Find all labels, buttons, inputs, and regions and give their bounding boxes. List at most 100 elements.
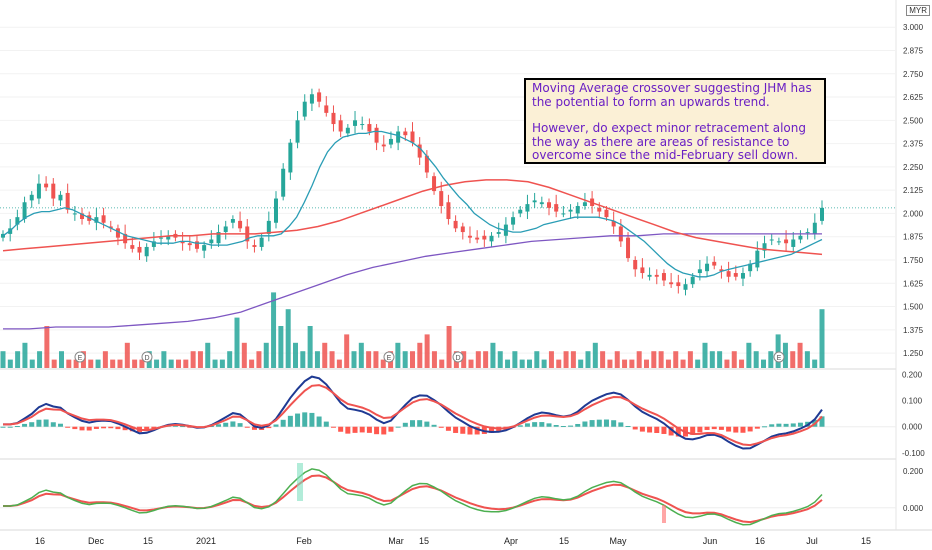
candle-body	[180, 241, 185, 244]
volume-bar	[490, 342, 496, 368]
volume-bar	[51, 359, 57, 368]
macd-histogram-bar	[410, 420, 415, 427]
candle-body	[647, 274, 652, 277]
candle-body	[733, 273, 738, 277]
volume-bar	[753, 351, 759, 368]
volume-bar	[541, 359, 547, 368]
macd-histogram-bar	[172, 425, 178, 427]
candle-body	[94, 217, 99, 223]
event-marker	[141, 351, 153, 363]
candle-body	[115, 228, 120, 238]
time-tick-label: Dec	[88, 536, 105, 546]
time-tick-label: May	[609, 536, 627, 546]
candle-body	[424, 155, 429, 173]
candle-body	[159, 237, 164, 239]
event-marker-label: D	[144, 355, 149, 362]
candle-body	[144, 246, 149, 257]
candle-body	[29, 194, 34, 201]
volume-bar	[161, 351, 167, 368]
macd-histogram-bar	[625, 426, 631, 428]
macd-histogram-bar	[632, 426, 638, 430]
time-tick-label: 15	[861, 536, 871, 546]
macd-histogram-bar	[797, 422, 803, 427]
volume-bar	[139, 359, 145, 368]
volume-bar	[124, 342, 130, 368]
candle-body	[726, 271, 731, 277]
candle-body	[683, 284, 688, 290]
candle-body	[302, 101, 307, 117]
candle-body	[187, 243, 192, 246]
macd-histogram-bar	[72, 426, 78, 430]
volume-bar	[600, 351, 606, 368]
volume-bar	[629, 359, 635, 368]
volume-bar	[7, 359, 13, 368]
macd-histogram-bar	[776, 423, 782, 427]
volume-bar	[154, 359, 160, 368]
candle-body	[525, 204, 530, 212]
volume-bar	[249, 359, 255, 368]
candle-body	[65, 192, 70, 210]
volume-bar	[271, 292, 277, 368]
candle-body	[769, 239, 774, 241]
macd-tick-label: 0.100	[902, 397, 923, 406]
volume-bar	[431, 351, 437, 368]
price-tick-label: 2.375	[903, 140, 924, 149]
candle-body	[762, 243, 767, 251]
time-tick-label: Apr	[504, 536, 518, 546]
time-tick-label: 15	[419, 536, 429, 546]
volume-bar	[227, 351, 233, 368]
macd-histogram-bar	[690, 426, 696, 435]
volume-bar	[15, 351, 21, 368]
macd-histogram-bar	[323, 421, 329, 427]
candle-body	[22, 202, 27, 220]
macd-histogram-bar	[790, 423, 796, 427]
candle-body	[295, 120, 300, 143]
candle-body	[216, 232, 221, 244]
macd-histogram-bar	[618, 422, 624, 427]
macd-histogram-bar	[22, 423, 28, 427]
time-tick-label: Mar	[388, 536, 404, 546]
event-marker	[452, 351, 464, 363]
candle-body	[130, 245, 135, 249]
macd-histogram-bar	[453, 426, 459, 433]
volume-bar	[790, 351, 796, 368]
volume-bar	[761, 359, 766, 368]
volume-bar	[29, 359, 35, 368]
macd-tick-label: 0.200	[902, 371, 923, 380]
candle-body	[705, 263, 710, 272]
macd-histogram-bar	[769, 424, 775, 427]
volume-bar	[717, 351, 723, 368]
price-tick-label: 1.875	[903, 233, 924, 242]
annotation-line-1: Moving Average crossover suggesting JHM …	[532, 81, 812, 109]
macd-histogram-bar	[661, 426, 667, 434]
macd-histogram-bar	[273, 424, 279, 427]
candle-body	[388, 138, 393, 145]
macd-histogram-bar	[445, 426, 451, 431]
volume-bar	[644, 359, 649, 368]
volume-bar	[695, 359, 701, 368]
price-tick-label: 2.125	[903, 186, 924, 195]
price-tick-label: 1.500	[903, 303, 924, 312]
volume-bar	[95, 359, 101, 368]
macd-histogram-bar	[395, 426, 401, 428]
volume-bar	[556, 359, 562, 368]
volume-bar	[285, 309, 291, 368]
time-tick-label: 16	[755, 536, 765, 546]
macd-histogram-bar	[783, 423, 789, 427]
volume-bar	[658, 351, 664, 368]
candle-body	[547, 202, 551, 208]
macd-histogram-bar	[539, 422, 545, 427]
volume-bar	[44, 326, 50, 368]
macd-histogram-bar	[352, 426, 358, 433]
volume-bar	[110, 359, 116, 368]
volume-bar	[424, 334, 430, 368]
candle-body	[697, 269, 702, 274]
macd-histogram-bar	[524, 423, 530, 427]
candle-body	[798, 235, 803, 240]
macd-histogram-bar	[603, 419, 609, 427]
candle-body	[784, 239, 789, 244]
candle-body	[331, 112, 336, 125]
macd-histogram-bar	[7, 426, 13, 428]
time-tick-label: Jun	[703, 536, 718, 546]
osc-highlight	[662, 505, 666, 523]
